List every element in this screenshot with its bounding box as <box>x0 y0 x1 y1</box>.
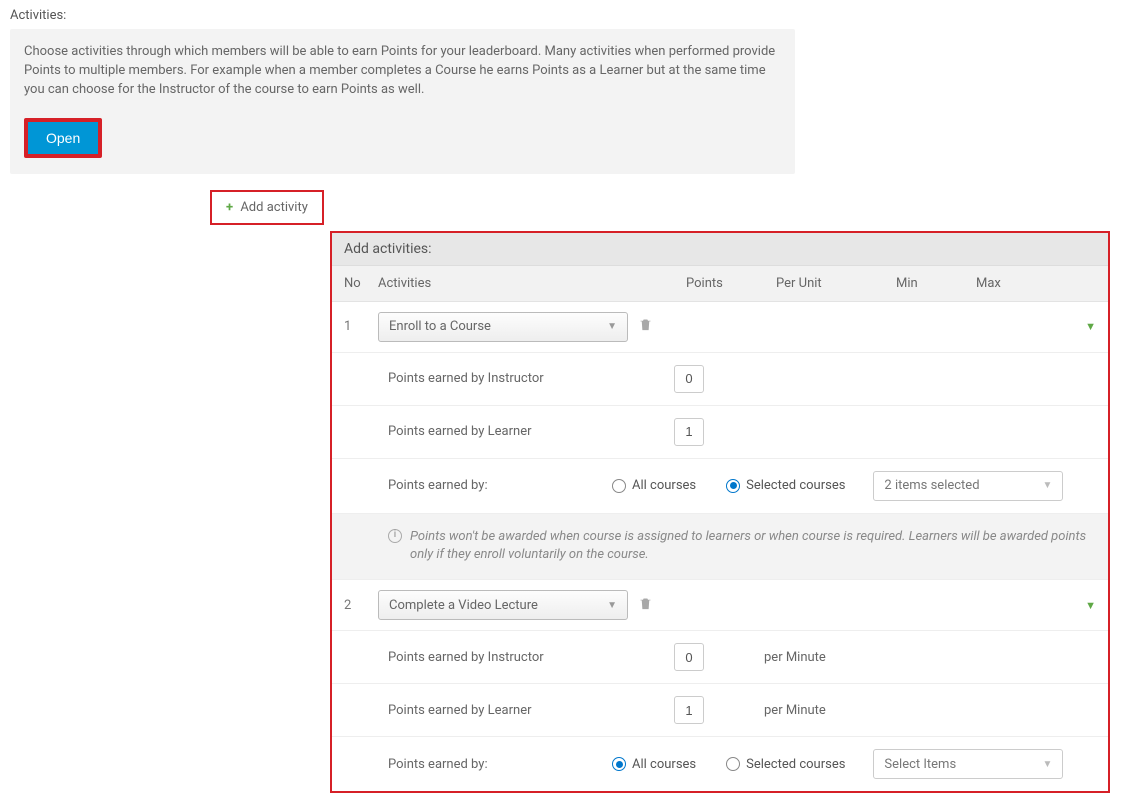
points-instructor-label: Points earned by Instructor <box>388 371 674 386</box>
radio-icon <box>612 479 626 493</box>
open-button-highlight: Open <box>24 118 102 158</box>
activities-info-text: Choose activities through which members … <box>24 43 781 100</box>
col-min: Min <box>896 276 976 291</box>
learner-points-input[interactable] <box>674 418 704 446</box>
radio-icon <box>612 757 626 771</box>
chevron-down-icon: ▼ <box>607 321 617 332</box>
col-activities: Activities <box>378 276 686 291</box>
radio-icon <box>726 757 740 771</box>
activities-info-box: Choose activities through which members … <box>10 29 795 174</box>
selected-courses-label: Selected courses <box>746 478 845 493</box>
points-instructor-label: Points earned by Instructor <box>388 650 674 665</box>
panel-title: Add activities: <box>332 233 1108 266</box>
col-points: Points <box>686 276 776 291</box>
activity-row: 1 Enroll to a Course ▼ ▼ <box>332 302 1108 353</box>
points-scope-row: Points earned by: All courses Selected c… <box>332 737 1108 791</box>
chevron-down-icon: ▼ <box>1043 480 1053 491</box>
points-learner-row: Points earned by Learner per Minute <box>332 684 1108 737</box>
activity-number: 1 <box>344 319 378 334</box>
instructor-points-input[interactable] <box>674 643 704 671</box>
points-instructor-row: Points earned by Instructor per Minute <box>332 631 1108 684</box>
points-instructor-row: Points earned by Instructor <box>332 353 1108 406</box>
activity-note-text: Points won't be awarded when course is a… <box>410 528 1096 566</box>
chevron-down-icon: ▼ <box>607 600 617 611</box>
add-activity-label: Add activity <box>240 200 308 215</box>
selected-courses-radio[interactable]: Selected courses <box>726 478 845 493</box>
points-earned-by-label: Points earned by: <box>388 478 612 493</box>
courses-multiselect[interactable]: 2 items selected ▼ <box>873 471 1063 501</box>
courses-multiselect[interactable]: Select Items ▼ <box>873 749 1063 779</box>
activity-row: 2 Complete a Video Lecture ▼ ▼ <box>332 580 1108 631</box>
all-courses-label: All courses <box>632 757 696 772</box>
courses-multiselect-value: 2 items selected <box>884 478 979 493</box>
chevron-down-icon: ▼ <box>1043 759 1053 770</box>
table-header: No Activities Points Per Unit Min Max <box>332 266 1108 302</box>
points-learner-row: Points earned by Learner <box>332 406 1108 459</box>
learner-points-input[interactable] <box>674 696 704 724</box>
selected-courses-radio[interactable]: Selected courses <box>726 757 845 772</box>
plus-icon: + <box>226 200 233 215</box>
open-button[interactable]: Open <box>28 122 98 154</box>
per-unit-label: per Minute <box>764 650 826 665</box>
delete-activity-button[interactable] <box>638 317 653 336</box>
activity-note: i Points won't be awarded when course is… <box>332 514 1108 581</box>
selected-courses-label: Selected courses <box>746 757 845 772</box>
activity-select-value: Enroll to a Course <box>389 319 491 334</box>
points-earned-by-label: Points earned by: <box>388 757 612 772</box>
delete-activity-button[interactable] <box>638 596 653 615</box>
trash-icon <box>638 596 653 611</box>
add-activity-button[interactable]: + Add activity <box>210 190 324 225</box>
per-unit-label: per Minute <box>764 703 826 718</box>
activity-select[interactable]: Complete a Video Lecture ▼ <box>378 590 628 620</box>
col-no: No <box>344 276 378 291</box>
all-courses-radio[interactable]: All courses <box>612 478 696 493</box>
collapse-toggle[interactable]: ▼ <box>1085 320 1096 333</box>
scope-radio-group: All courses Selected courses <box>612 478 845 493</box>
activity-select[interactable]: Enroll to a Course ▼ <box>378 312 628 342</box>
collapse-toggle[interactable]: ▼ <box>1085 599 1096 612</box>
activity-select-value: Complete a Video Lecture <box>389 598 538 613</box>
col-max: Max <box>976 276 1056 291</box>
activities-section-label: Activities: <box>10 8 1114 23</box>
activity-number: 2 <box>344 598 378 613</box>
courses-multiselect-value: Select Items <box>884 757 956 772</box>
trash-icon <box>638 317 653 332</box>
all-courses-radio[interactable]: All courses <box>612 757 696 772</box>
all-courses-label: All courses <box>632 478 696 493</box>
instructor-points-input[interactable] <box>674 365 704 393</box>
info-icon: i <box>388 529 402 543</box>
add-activities-panel: Add activities: No Activities Points Per… <box>330 231 1110 793</box>
radio-icon <box>726 479 740 493</box>
points-learner-label: Points earned by Learner <box>388 424 674 439</box>
scope-radio-group: All courses Selected courses <box>612 757 845 772</box>
points-learner-label: Points earned by Learner <box>388 703 674 718</box>
points-scope-row: Points earned by: All courses Selected c… <box>332 459 1108 514</box>
col-per-unit: Per Unit <box>776 276 896 291</box>
